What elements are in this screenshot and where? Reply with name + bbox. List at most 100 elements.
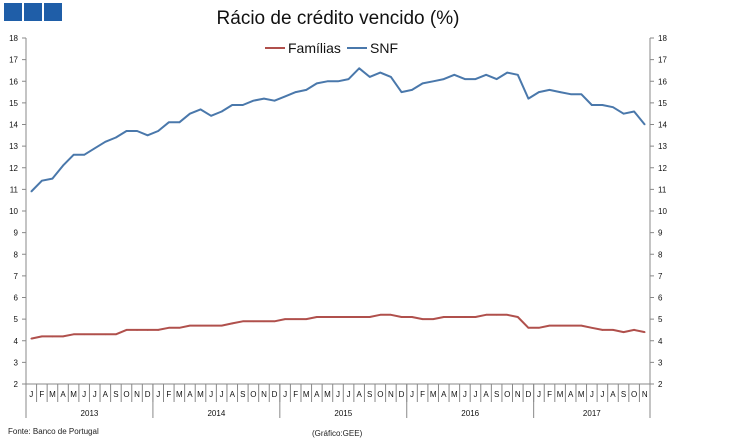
year-label: 2013: [81, 409, 99, 418]
data-point: [210, 115, 212, 117]
data-point: [421, 318, 424, 320]
month-label: M: [451, 390, 458, 399]
month-label: F: [420, 390, 425, 399]
series-line-snf: [30, 67, 646, 193]
data-point: [305, 318, 308, 320]
month-label: S: [240, 390, 245, 399]
y-tick-label-left: 15: [9, 99, 18, 108]
data-point: [622, 331, 625, 333]
y-tick-label-left: 6: [14, 294, 19, 303]
data-point: [643, 331, 646, 333]
y-tick-label-right: 8: [658, 250, 663, 259]
y-tick-label-right: 9: [658, 229, 663, 238]
data-point: [41, 179, 43, 182]
month-label: J: [156, 390, 160, 399]
data-point: [178, 326, 181, 329]
logo-square: [4, 3, 22, 21]
y-tick-label-right: 6: [658, 294, 663, 303]
y-tick-label-left: 4: [14, 337, 19, 346]
month-label: J: [82, 390, 86, 399]
month-label: A: [60, 390, 66, 399]
data-point: [146, 329, 149, 331]
data-point: [263, 320, 265, 323]
month-label: J: [336, 390, 340, 399]
data-point: [390, 314, 392, 316]
data-point: [643, 123, 646, 126]
month-label: A: [610, 390, 616, 399]
month-label: M: [578, 390, 585, 399]
data-point: [316, 316, 318, 318]
legend-item-familias: Famílias: [265, 40, 341, 56]
month-label: J: [463, 390, 467, 399]
y-tick-label-left: 10: [9, 207, 18, 216]
data-point: [411, 89, 413, 91]
month-label: A: [356, 390, 362, 399]
legend-label: SNF: [370, 40, 398, 56]
month-label: M: [430, 390, 437, 399]
y-tick-label-right: 5: [658, 315, 663, 324]
data-point: [231, 104, 234, 106]
data-point: [178, 121, 181, 124]
data-point: [432, 80, 434, 83]
month-label: N: [642, 390, 648, 399]
data-point: [474, 78, 477, 80]
data-point: [495, 78, 498, 80]
data-point: [548, 89, 551, 91]
y-tick-label-left: 16: [9, 77, 18, 86]
data-point: [506, 71, 509, 74]
month-label: O: [504, 390, 510, 399]
data-point: [612, 329, 614, 331]
y-tick-label-right: 3: [658, 358, 663, 367]
data-point: [516, 316, 519, 318]
month-label: S: [367, 390, 372, 399]
year-label: 2016: [461, 409, 479, 418]
month-label: J: [29, 390, 33, 399]
data-point: [115, 136, 117, 139]
legend-line-icon: [265, 47, 285, 49]
data-point: [62, 335, 64, 338]
data-point: [485, 314, 487, 316]
y-tick-label-left: 11: [10, 185, 19, 194]
data-point: [104, 333, 107, 336]
data-point: [157, 329, 160, 331]
month-label: F: [166, 390, 171, 399]
month-label: M: [176, 390, 183, 399]
month-label: O: [123, 390, 129, 399]
data-point: [199, 108, 202, 111]
y-tick-label-left: 12: [9, 164, 18, 173]
data-point: [591, 104, 593, 106]
data-point: [569, 93, 572, 96]
y-tick-label-left: 7: [14, 272, 19, 281]
source-note: Fonte: Banco de Portugal: [8, 427, 99, 436]
data-point: [591, 326, 593, 329]
data-point: [326, 80, 329, 83]
data-point: [51, 177, 54, 180]
month-label: A: [103, 390, 109, 399]
y-tick-label-right: 2: [658, 380, 663, 389]
month-label: D: [399, 390, 405, 399]
month-label: F: [293, 390, 298, 399]
data-point: [30, 337, 33, 340]
data-point: [167, 121, 170, 124]
month-label: J: [410, 390, 414, 399]
data-point: [136, 130, 138, 132]
y-tick-label-left: 17: [9, 56, 18, 65]
y-tick-label-right: 17: [658, 56, 667, 65]
y-tick-label-right: 11: [658, 185, 667, 194]
data-point: [485, 73, 487, 76]
year-label: 2014: [207, 409, 225, 418]
y-tick-label-right: 13: [658, 142, 667, 151]
data-point: [284, 318, 286, 320]
data-point: [400, 91, 403, 93]
year-label: 2015: [334, 409, 352, 418]
data-point: [495, 314, 498, 316]
data-point: [316, 82, 318, 85]
data-point: [72, 153, 75, 156]
month-label: A: [441, 390, 447, 399]
month-label: A: [230, 390, 236, 399]
month-label: N: [388, 390, 394, 399]
data-point: [358, 316, 360, 318]
data-point: [538, 91, 540, 93]
data-point: [506, 314, 509, 316]
